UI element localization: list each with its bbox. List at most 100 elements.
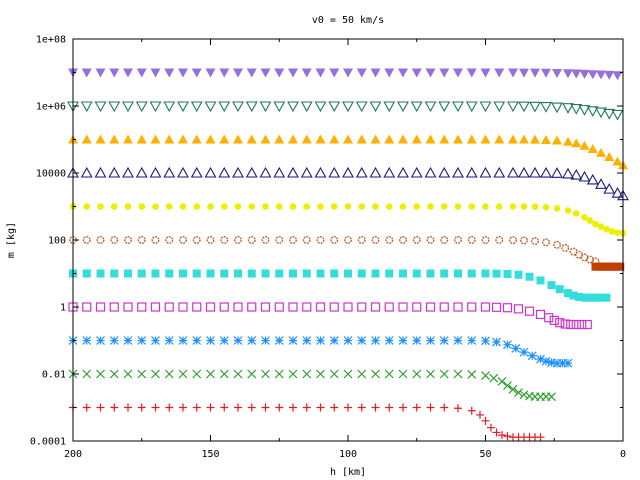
data-point	[440, 269, 449, 278]
data-point	[480, 134, 491, 144]
data-point	[109, 302, 119, 312]
data-point	[604, 152, 615, 162]
data-point	[192, 336, 202, 345]
data-point	[481, 371, 490, 380]
data-point	[454, 404, 462, 413]
data-point	[467, 370, 477, 379]
x-axis: 200 150 100 50 0	[64, 39, 626, 460]
data-point	[218, 166, 231, 178]
data-point	[206, 369, 215, 379]
data-point	[468, 203, 476, 210]
plot-frame	[72, 38, 624, 442]
data-point	[165, 403, 174, 412]
data-point	[410, 166, 423, 178]
data-point	[123, 302, 133, 312]
y-tick-label: 0.01	[42, 370, 66, 381]
data-point	[611, 187, 624, 198]
data-point	[424, 101, 437, 113]
data-point	[206, 403, 215, 412]
y-tick-label: 1e+08	[36, 35, 66, 46]
data-point	[536, 276, 545, 285]
data-point	[247, 403, 256, 412]
data-point	[551, 167, 563, 178]
data-point	[397, 166, 409, 178]
data-point	[564, 289, 572, 298]
data-point	[302, 235, 311, 244]
data-point	[384, 336, 394, 345]
data-point	[503, 381, 512, 391]
data-point	[497, 377, 507, 386]
data-point	[192, 235, 201, 244]
data-point	[491, 302, 502, 312]
data-point	[275, 235, 284, 244]
data-point	[561, 243, 570, 252]
data-point	[247, 302, 257, 312]
data-point	[398, 68, 408, 78]
data-point	[595, 107, 607, 119]
data-point	[274, 302, 284, 312]
data-point	[232, 101, 244, 113]
data-point	[163, 101, 176, 113]
data-point	[204, 101, 217, 113]
data-point	[165, 269, 174, 278]
data-point	[287, 166, 299, 178]
x-axis-label: h [km]	[330, 467, 366, 478]
data-point	[492, 337, 501, 347]
data-point	[481, 235, 490, 244]
data-point	[302, 302, 312, 312]
data-point	[566, 319, 576, 330]
data-point	[164, 68, 175, 78]
data-point	[137, 369, 147, 379]
data-point	[604, 70, 615, 80]
data-point	[164, 134, 175, 144]
data-point	[219, 134, 230, 144]
data-point	[582, 319, 592, 330]
data-point	[357, 403, 366, 412]
data-point	[123, 134, 133, 144]
data-point	[343, 336, 353, 345]
data-point	[519, 134, 529, 144]
data-point	[343, 369, 353, 379]
x-tick-label: 150	[201, 449, 219, 460]
data-point	[465, 101, 478, 113]
data-point	[438, 101, 451, 113]
data-point	[536, 354, 545, 364]
data-point	[316, 235, 325, 244]
data-point	[83, 203, 91, 210]
data-point	[384, 369, 394, 379]
data-point	[519, 347, 529, 357]
data-point	[552, 358, 562, 368]
data-point	[109, 336, 119, 345]
data-point	[440, 403, 449, 412]
data-point	[509, 203, 517, 210]
data-point	[603, 182, 616, 194]
data-point	[316, 403, 325, 412]
data-point	[151, 369, 160, 379]
data-point	[179, 269, 187, 278]
data-point	[82, 369, 92, 379]
data-point	[563, 136, 573, 146]
data-point	[302, 269, 311, 278]
data-point	[328, 166, 341, 178]
data-point	[177, 101, 189, 113]
data-point	[301, 68, 312, 78]
data-point	[274, 134, 285, 144]
data-point	[356, 68, 367, 78]
data-point	[192, 403, 201, 412]
data-point	[274, 369, 284, 379]
data-point	[261, 369, 270, 379]
data-point	[385, 203, 393, 210]
data-point	[541, 68, 551, 78]
data-point	[124, 203, 132, 210]
data-point	[370, 134, 381, 144]
data-point	[494, 68, 505, 78]
data-point	[411, 68, 422, 78]
data-point	[371, 369, 380, 379]
data-point	[398, 134, 408, 144]
x-tick-label: 50	[479, 449, 491, 460]
data-point	[96, 235, 105, 244]
data-point	[96, 369, 105, 379]
data-point	[592, 220, 599, 228]
data-point	[570, 168, 583, 180]
data-point	[412, 369, 422, 379]
